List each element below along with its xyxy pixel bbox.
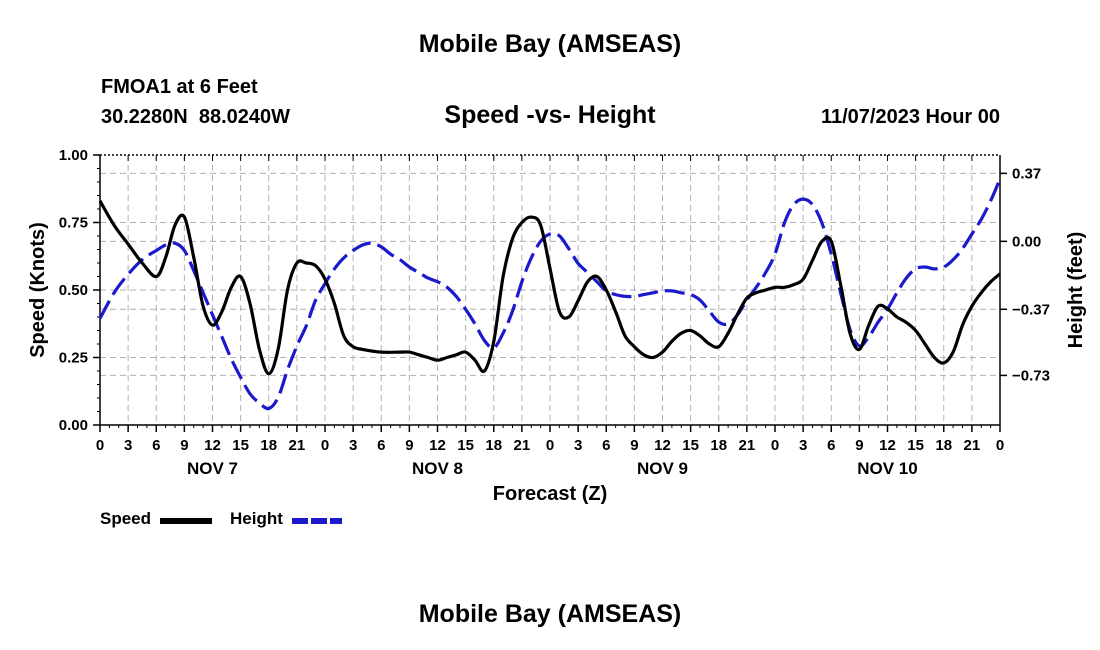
legend-height-label: Height — [230, 509, 283, 528]
x-tick-label: 12 — [879, 437, 896, 454]
x-tick-label: 9 — [405, 437, 413, 454]
x-day-label: NOV 8 — [412, 459, 463, 478]
chart-title: Speed -vs- Height — [444, 101, 656, 129]
x-tick-label: 6 — [377, 437, 385, 454]
coordinates-label: 30.2280N 88.0240W — [101, 106, 291, 128]
x-tick-label: 12 — [204, 437, 221, 454]
y-tick-label-right: −0.73 — [1012, 367, 1050, 384]
x-tick-label: 18 — [260, 437, 277, 454]
x-tick-label: 3 — [574, 437, 582, 454]
x-tick-label: 21 — [964, 437, 981, 454]
x-tick-label: 6 — [602, 437, 610, 454]
x-tick-label: 15 — [232, 437, 249, 454]
series-line-speed — [98, 200, 1002, 376]
x-tick-label: 0 — [546, 437, 554, 454]
x-tick-label: 3 — [124, 437, 132, 454]
x-tick-label: 9 — [855, 437, 863, 454]
forecast-datetime: 11/07/2023 Hour 00 — [820, 106, 1000, 128]
x-tick-label: 0 — [321, 437, 329, 454]
y-tick-label-right: −0.37 — [1012, 301, 1050, 318]
x-tick-label: 0 — [996, 437, 1004, 454]
y-axis-title-right: Height (feet) — [1065, 232, 1087, 349]
x-tick-label: 9 — [180, 437, 188, 454]
x-tick-label: 15 — [682, 437, 699, 454]
x-tick-label: 21 — [289, 437, 306, 454]
x-tick-label: 3 — [349, 437, 357, 454]
page-title: Mobile Bay (AMSEAS) — [418, 30, 682, 58]
footer-title: Mobile Bay (AMSEAS) — [418, 600, 682, 628]
station-label: FMOA1 at 6 Feet — [101, 76, 258, 98]
x-day-label: NOV 9 — [637, 459, 688, 478]
x-tick-label: 0 — [96, 437, 104, 454]
legend-height-swatch — [292, 518, 342, 524]
series-line-height — [98, 178, 1002, 411]
x-day-label: NOV 10 — [857, 459, 917, 478]
y-tick-label-right: 0.00 — [1012, 233, 1041, 250]
x-tick-label: 12 — [429, 437, 446, 454]
y-tick-label-left: 0.50 — [59, 282, 88, 299]
y-tick-label-left: 0.25 — [59, 350, 88, 367]
legend-speed-swatch — [160, 518, 212, 524]
x-tick-label: 0 — [771, 437, 779, 454]
x-axis-title: Forecast (Z) — [493, 483, 607, 505]
legend-speed-label: Speed — [100, 509, 152, 528]
x-tick-label: 3 — [799, 437, 807, 454]
x-tick-label: 15 — [907, 437, 924, 454]
x-day-label: NOV 7 — [187, 459, 238, 478]
y-axis-title-left: Speed (Knots) — [27, 222, 49, 358]
x-tick-label: 15 — [457, 437, 474, 454]
x-tick-label: 21 — [514, 437, 531, 454]
x-tick-label: 6 — [152, 437, 160, 454]
x-tick-label: 6 — [827, 437, 835, 454]
x-tick-label: 12 — [654, 437, 671, 454]
y-tick-label-left: 0.75 — [59, 215, 88, 232]
x-tick-label: 18 — [935, 437, 952, 454]
y-tick-label-left: 1.00 — [59, 147, 88, 164]
x-tick-label: 21 — [739, 437, 756, 454]
x-tick-label: 18 — [710, 437, 727, 454]
y-tick-label-left: 0.00 — [59, 417, 88, 434]
x-tick-label: 9 — [630, 437, 638, 454]
x-tick-label: 18 — [485, 437, 502, 454]
y-tick-label-right: 0.37 — [1012, 165, 1041, 182]
